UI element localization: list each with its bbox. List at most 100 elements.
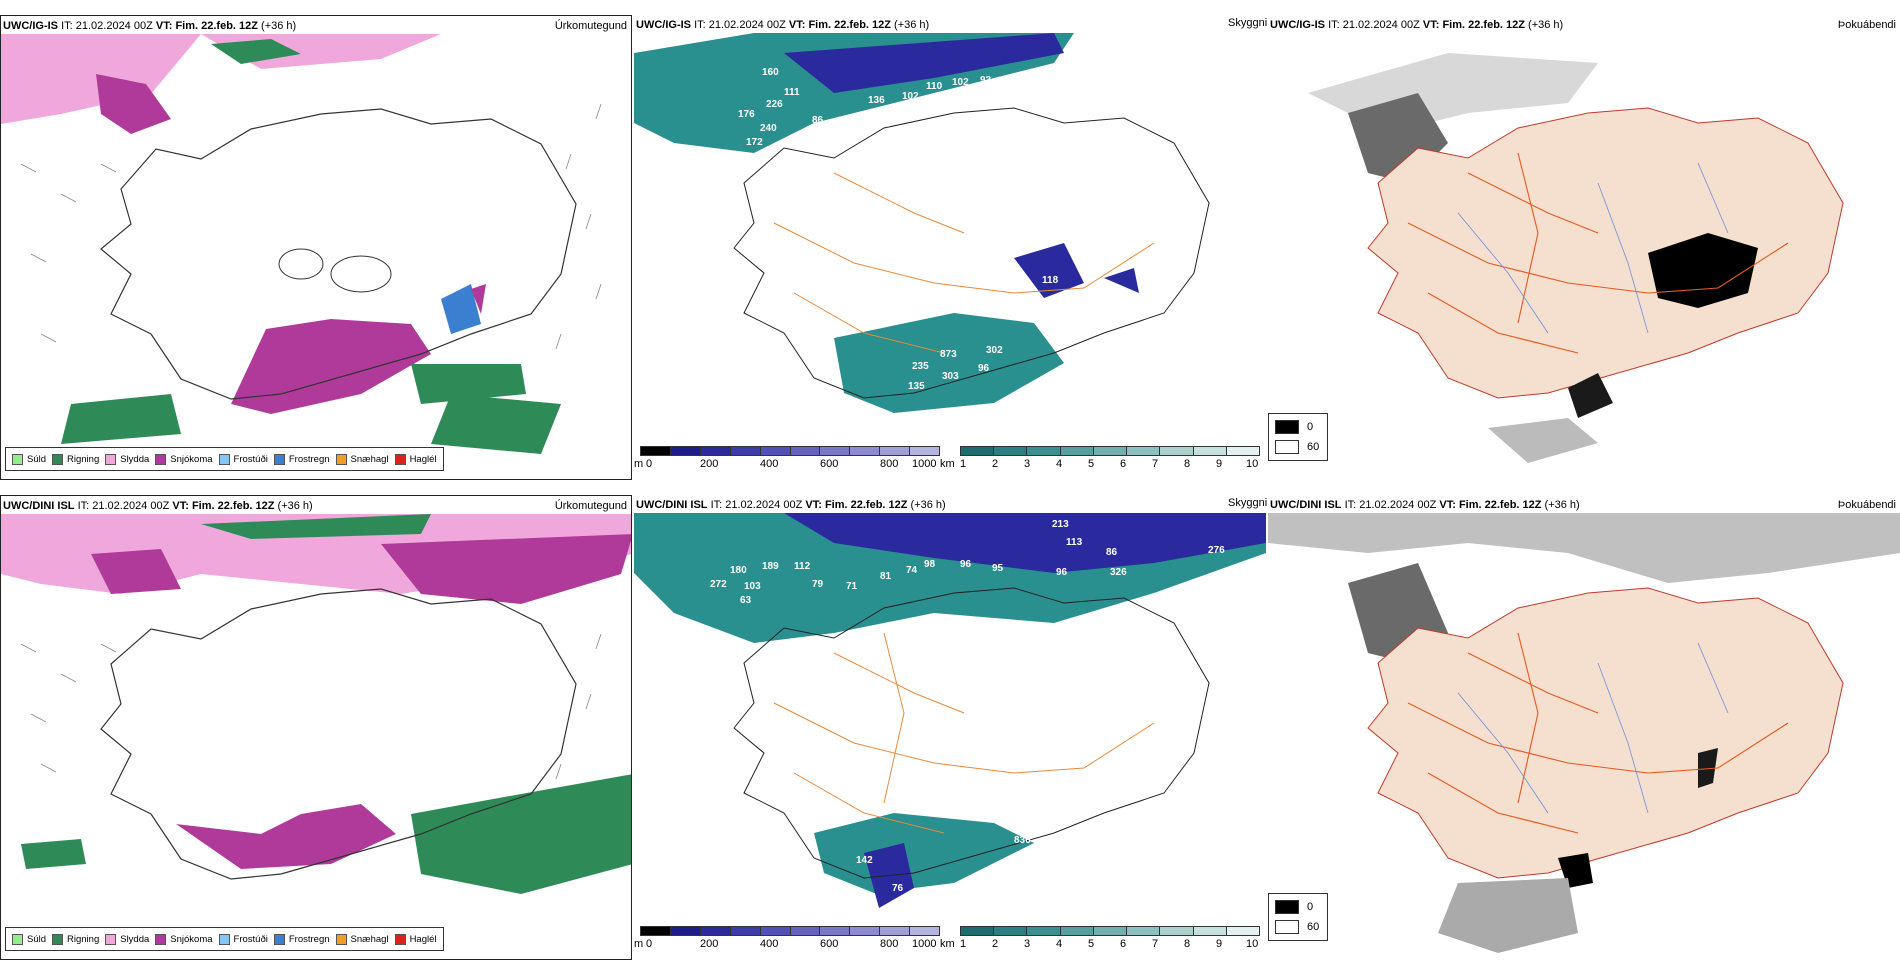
tick-label: 600	[820, 938, 839, 950]
legend-item: Haglél	[394, 453, 437, 465]
panel-precip-bottom: UWC/DINI ISL IT: 21.02.2024 00Z VT: Fim.…	[0, 495, 632, 960]
legend-item: Slydda	[105, 453, 149, 465]
tick-label: 3	[1024, 938, 1031, 950]
cloud-label: 86	[1106, 547, 1118, 558]
legend-item: Snjókoma	[155, 453, 213, 465]
cloud-label: 112	[794, 561, 811, 572]
tick-label: 9	[1216, 938, 1223, 950]
panel-header: UWC/IG-IS IT: 21.02.2024 00Z VT: Fim. 22…	[1270, 19, 1564, 31]
cloud-label: 136	[868, 95, 885, 106]
panel-precip-top: UWC/IG-IS IT: 21.02.2024 00Z VT: Fim. 22…	[0, 15, 632, 480]
tick-label: 0	[646, 458, 653, 470]
tick-label: 4	[1056, 458, 1063, 470]
fog-legend-item: 0	[1275, 900, 1313, 914]
cloud-label: 172	[746, 137, 763, 148]
skyggni-label: Skyggni	[1228, 497, 1268, 509]
panel-title: Þokuábendi	[1837, 19, 1896, 31]
cloud-label: 135	[908, 381, 925, 392]
unit-label: km	[940, 938, 955, 950]
precip-legend: Súld Rigning Slydda Snjókoma Frostúði Fr…	[5, 447, 444, 471]
cloud-label: 66	[1064, 329, 1076, 340]
legend-item: Frostúði	[218, 453, 268, 465]
cloud-label: 180	[730, 565, 747, 576]
cloud-label: 111	[784, 87, 800, 98]
cloud-label: 873	[940, 349, 957, 360]
precip-map	[1, 34, 631, 479]
panel-title: Úrkomutegund	[554, 500, 627, 512]
cloud-label: 83	[814, 135, 826, 146]
panel-header: UWC/DINI ISL IT: 21.02.2024 00Z VT: Fim.…	[1270, 499, 1580, 511]
fog-map	[1268, 513, 1900, 960]
cloud-label: 170	[1092, 287, 1109, 298]
tick-label: 200	[700, 458, 719, 470]
cloud-label: 142	[856, 855, 873, 866]
tick-label: 5	[1088, 458, 1095, 470]
tick-label: 400	[760, 938, 779, 950]
tick-label: 400	[760, 458, 779, 470]
legend-item: Haglél	[394, 933, 437, 945]
precip-map	[1, 514, 631, 959]
tick-label: 7	[1152, 458, 1159, 470]
fog-legend: 0 60	[1268, 413, 1328, 461]
panel-cloud-bottom: UWC/DINI ISL IT: 21.02.2024 00Z VT: Fim.…	[634, 495, 1266, 960]
cloud-label: 189	[762, 561, 779, 572]
cloud-label: 302	[986, 345, 1003, 356]
tick-label: 0	[646, 938, 653, 950]
panel-header: UWC/IG-IS IT: 21.02.2024 00Z VT: Fim. 22…	[636, 19, 930, 31]
legend-item: Frostúði	[218, 933, 268, 945]
cloud-label: 836	[1014, 835, 1031, 846]
panel-header: UWC/IG-IS IT: 21.02.2024 00Z VT: Fim. 22…	[3, 20, 297, 32]
tick-label: 1000	[912, 458, 937, 470]
cloud-label: 110	[926, 81, 943, 92]
cloud-label: 76	[892, 883, 904, 894]
cloud-label: 96	[1056, 567, 1068, 578]
tick-label: 7	[1152, 938, 1159, 950]
unit-label: km	[940, 458, 955, 470]
fog-legend-item: 60	[1275, 920, 1319, 934]
cloud-label: 79	[812, 579, 824, 590]
cloud-label: 113	[1066, 537, 1083, 548]
tick-label: 800	[880, 458, 899, 470]
fog-legend: 0 60	[1268, 893, 1328, 941]
legend-item: Snjókoma	[155, 933, 213, 945]
visibility-scale	[960, 926, 1260, 936]
cloud-label: 118	[1042, 275, 1059, 286]
tick-label: 1000	[912, 938, 937, 950]
cloud-label: 226	[766, 99, 783, 110]
tick-label: 9	[1216, 458, 1223, 470]
cloud-label: 176	[738, 109, 755, 120]
cloud-label: 235	[912, 361, 929, 372]
cloud-label: 108	[1062, 289, 1079, 300]
cloud-label: 98	[924, 559, 936, 570]
precip-legend: Súld Rigning Slydda Snjókoma Frostúði Fr…	[5, 927, 444, 951]
cloud-label: 272	[710, 579, 727, 590]
legend-item: Súld	[12, 933, 46, 945]
cloud-label: 240	[760, 123, 777, 134]
tick-label: 6	[1120, 458, 1127, 470]
skyggni-label: Skyggni	[1228, 17, 1268, 29]
cloud-label: 213	[1052, 519, 1069, 530]
cloud-label: 57	[924, 423, 936, 434]
fog-map	[1268, 33, 1900, 480]
visibility-scale	[960, 446, 1260, 456]
legend-item: Frostregn	[273, 453, 330, 465]
fog-legend-item: 60	[1275, 440, 1319, 454]
tick-label: 8	[1184, 938, 1191, 950]
tick-label: 800	[880, 938, 899, 950]
cloud-base-scale	[640, 446, 940, 456]
cloud-label: 74	[906, 565, 918, 576]
legend-item: Rigning	[52, 453, 99, 465]
tick-label: 8	[1184, 458, 1191, 470]
cloud-label: 96	[960, 559, 972, 570]
unit-label: m	[634, 938, 644, 950]
tick-label: 6	[1120, 938, 1127, 950]
cloud-label: 102	[952, 77, 969, 88]
cloud-label: 103	[744, 581, 761, 592]
cloud-label: 93	[980, 75, 992, 86]
panel-fog-bottom: UWC/DINI ISL IT: 21.02.2024 00Z VT: Fim.…	[1268, 495, 1900, 960]
legend-item: Súld	[12, 453, 46, 465]
unit-label: m	[634, 458, 644, 470]
cloud-label: 144	[1060, 805, 1077, 816]
tick-label: 10	[1246, 458, 1259, 470]
cloud-base-colorbar: m 0 200 400 600 800 1000 km 1 2 3 4 5 6 …	[634, 926, 1266, 956]
